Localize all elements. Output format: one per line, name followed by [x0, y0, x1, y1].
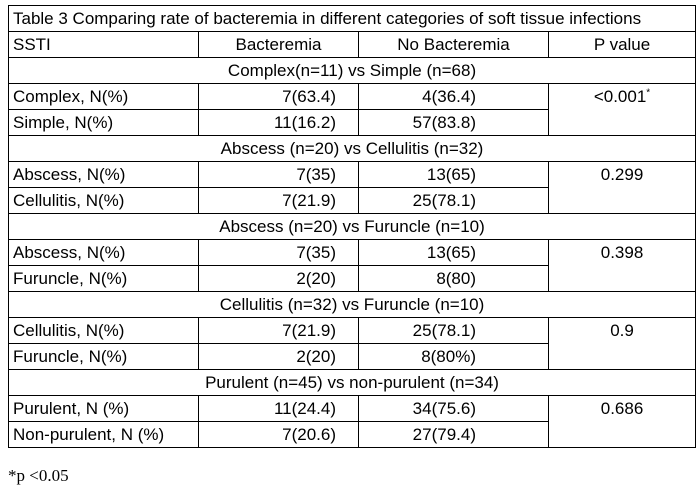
table-row: Complex, N(%) 7(63.4) 4(36.4) <0.001*	[8, 83, 697, 136]
row-label: Furuncle, N(%)	[8, 265, 199, 292]
row-label: Cellulitis, N(%)	[8, 187, 199, 214]
group-title: Purulent (n=45) vs non-purulent (n=34)	[7, 369, 697, 396]
bacteremia-value: 7(63.4)	[198, 83, 359, 110]
table-row: Non-purulent, N (%) 7(20.6) 27(79.4)	[8, 421, 696, 448]
no-bacteremia-value: 57(83.8)	[358, 109, 549, 136]
no-bacteremia-value: 34(75.6)	[358, 395, 549, 422]
p-value-cell: 0.299	[547, 161, 697, 214]
bacteremia-value: 11(16.2)	[198, 109, 359, 136]
table-body: Table 3 Comparing rate of bacteremia in …	[7, 5, 697, 448]
group-title-row: Abscess (n=20) vs Cellulitis (n=32)	[7, 135, 697, 162]
group-title: Abscess (n=20) vs Furuncle (n=10)	[7, 213, 697, 240]
no-bacteremia-value: 13(65)	[358, 239, 549, 266]
row-label: Cellulitis, N(%)	[8, 317, 199, 344]
header-no-bacteremia: No Bacteremia	[358, 31, 549, 58]
p-value-cell: 0.398	[547, 239, 697, 292]
bacteremia-value: 7(21.9)	[198, 187, 359, 214]
header-bacteremia: Bacteremia	[198, 31, 359, 58]
p-value: 0.398	[600, 243, 644, 262]
footnote: *p <0.05	[8, 466, 69, 485]
no-bacteremia-value: 13(65)	[358, 161, 549, 188]
p-value-cell: 0.9	[547, 317, 697, 370]
group-title: Complex(n=11) vs Simple (n=68)	[7, 57, 697, 84]
caption-row: Table 3 Comparing rate of bacteremia in …	[7, 5, 697, 32]
no-bacteremia-value: 25(78.1)	[358, 317, 549, 344]
p-value: 0.686	[600, 399, 644, 418]
row-label: Non-purulent, N (%)	[8, 421, 199, 448]
row-label: Furuncle, N(%)	[8, 343, 199, 370]
table-row: Simple, N(%) 11(16.2) 57(83.8)	[8, 109, 696, 136]
no-bacteremia-value: 4(36.4)	[358, 83, 549, 110]
bacteremia-value: 11(24.4)	[198, 395, 359, 422]
group-title-row: Purulent (n=45) vs non-purulent (n=34)	[7, 369, 697, 396]
no-bacteremia-value: 8(80%)	[358, 343, 549, 370]
p-value-cell: 0.686	[547, 395, 697, 448]
header-ssti: SSTI	[8, 31, 199, 58]
group-title-row: Abscess (n=20) vs Furuncle (n=10)	[7, 213, 697, 240]
header-row: SSTI Bacteremia No Bacteremia P value	[8, 31, 697, 58]
p-value: <0.001	[593, 87, 647, 106]
bacteremia-value: 7(20.6)	[198, 421, 359, 448]
row-label: Abscess, N(%)	[8, 161, 199, 188]
row-label: Complex, N(%)	[8, 83, 199, 110]
table-caption: Table 3 Comparing rate of bacteremia in …	[7, 5, 697, 32]
no-bacteremia-value: 25(78.1)	[358, 187, 549, 214]
group-title-row: Complex(n=11) vs Simple (n=68)	[7, 57, 697, 84]
table-row: Abscess, N(%) 7(35) 13(65) 0.299	[8, 161, 697, 214]
row-label: Abscess, N(%)	[8, 239, 199, 266]
table-row: Cellulitis, N(%) 7(21.9) 25(78.1)	[8, 187, 696, 214]
no-bacteremia-value: 27(79.4)	[358, 421, 549, 448]
bacteremia-value: 2(20)	[198, 343, 359, 370]
row-label: Simple, N(%)	[8, 109, 199, 136]
p-value: 0.9	[610, 321, 634, 340]
row-label: Purulent, N (%)	[8, 395, 199, 422]
p-value-cell: <0.001*	[547, 83, 697, 136]
significance-mark: *	[646, 87, 651, 99]
group-title: Cellulitis (n=32) vs Furuncle (n=10)	[7, 291, 697, 318]
table-row: Furuncle, N(%) 2(20) 8(80)	[8, 265, 696, 292]
group-title-row: Cellulitis (n=32) vs Furuncle (n=10)	[7, 291, 697, 318]
table-row: Cellulitis, N(%) 7(21.9) 25(78.1) 0.9	[8, 317, 697, 370]
bacteremia-value: 7(35)	[198, 161, 359, 188]
p-value: 0.299	[600, 165, 644, 184]
group-title: Abscess (n=20) vs Cellulitis (n=32)	[7, 135, 697, 162]
table-row: Furuncle, N(%) 2(20) 8(80%)	[8, 343, 696, 370]
no-bacteremia-value: 8(80)	[358, 265, 549, 292]
bacteremia-value: 7(21.9)	[198, 317, 359, 344]
table-row: Abscess, N(%) 7(35) 13(65) 0.398	[8, 239, 697, 292]
header-p-value: P value	[547, 31, 697, 58]
bacteremia-value: 7(35)	[198, 239, 359, 266]
table-row: Purulent, N (%) 11(24.4) 34(75.6) 0.686	[8, 395, 697, 448]
bacteremia-value: 2(20)	[198, 265, 359, 292]
results-table: Table 3 Comparing rate of bacteremia in …	[7, 5, 697, 448]
